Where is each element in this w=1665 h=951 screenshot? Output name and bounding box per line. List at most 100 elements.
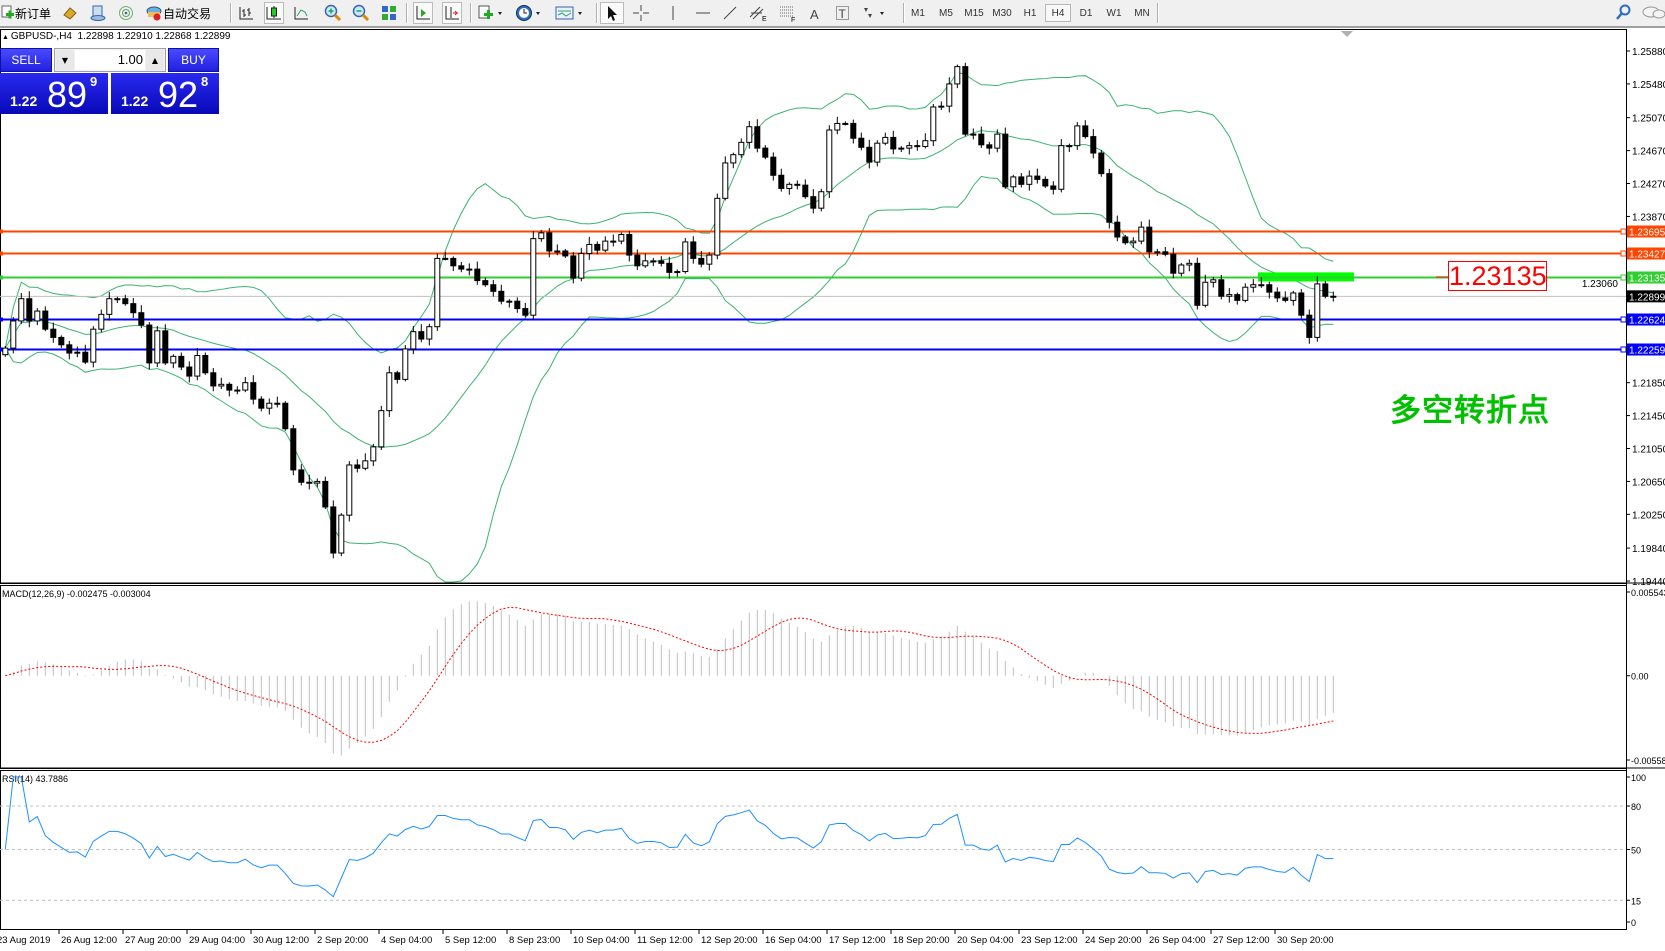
symbol-ohlc: GBPUSD-,H4 1.22898 1.22910 1.22868 1.228… — [10, 31, 231, 42]
bullish-candle-body — [378, 410, 385, 448]
cursor-button[interactable] — [600, 2, 624, 24]
bullish-candle-body — [1186, 262, 1193, 266]
lot-size-stepper[interactable]: ▼ 1.00 ▲ — [54, 48, 166, 72]
time-axis-label: 11 Sep 12:00 — [637, 935, 693, 946]
search-button[interactable] — [1615, 3, 1631, 23]
text-button[interactable]: A — [808, 3, 822, 23]
candle — [322, 476, 329, 509]
new-order-button[interactable]: 新订单 — [1, 3, 51, 23]
crosshair-button[interactable] — [632, 3, 650, 23]
bullish-candle-body — [906, 145, 913, 149]
svg-text:T: T — [839, 7, 847, 21]
channel-button[interactable]: E — [748, 3, 768, 23]
lot-size-input[interactable]: 1.00 — [75, 50, 145, 70]
tile-windows-button[interactable] — [381, 3, 397, 23]
periods-button[interactable] — [515, 3, 543, 23]
trendline-button[interactable] — [721, 3, 739, 23]
sell-price[interactable]: 1.22 89 9 — [0, 73, 108, 114]
timeframe-mn[interactable]: MN — [1134, 7, 1150, 19]
bearish-candle-body — [858, 137, 865, 148]
candle — [338, 513, 345, 557]
reversal-point-annotation[interactable]: 多空转折点 — [1390, 393, 1550, 429]
candle — [242, 376, 249, 393]
candle — [1098, 150, 1105, 177]
toolbar-separator — [230, 3, 232, 23]
bullish-candle-body — [98, 313, 105, 330]
fibonacci-button[interactable]: F — [778, 3, 798, 23]
line-handle — [1620, 346, 1627, 353]
candle — [410, 325, 417, 355]
vertical-line-button[interactable] — [668, 3, 678, 23]
candle — [442, 251, 449, 261]
autoscroll-button[interactable] — [413, 2, 433, 24]
candle — [1266, 281, 1273, 299]
candle — [466, 263, 473, 276]
decrease-lot-button[interactable]: ▼ — [56, 50, 74, 70]
candle — [594, 241, 601, 255]
channel-icon: E — [749, 6, 767, 22]
candle — [1162, 247, 1169, 257]
zoom-out-button[interactable] — [352, 3, 370, 23]
timeframe-m5[interactable]: M5 — [939, 7, 953, 19]
chart-shift-button[interactable] — [442, 2, 462, 24]
candle — [1050, 181, 1057, 195]
templates-button[interactable] — [555, 3, 585, 23]
bearish-candle-body — [1034, 175, 1041, 180]
candle — [1242, 283, 1249, 303]
auto-trading-button[interactable]: 自动交易 — [145, 3, 211, 23]
candle — [658, 256, 665, 267]
time-axis-label: 30 Sep 20:00 — [1277, 935, 1334, 946]
buy-button[interactable]: BUY — [168, 48, 219, 72]
new-chart-button[interactable] — [478, 3, 504, 23]
candle — [922, 133, 929, 149]
bullish-candle-body — [1202, 281, 1209, 306]
candle — [474, 261, 481, 285]
bearish-candle-body — [1018, 176, 1025, 185]
text-label-button[interactable]: T — [835, 3, 851, 23]
bearish-candle-body — [802, 184, 809, 198]
one-click-trading-panel: SELL ▼ 1.00 ▲ BUY 1.22 89 9 1.22 92 8 — [0, 48, 219, 114]
candle — [106, 292, 113, 321]
bullish-candle-body — [842, 122, 849, 125]
timeframe-m1[interactable]: M1 — [911, 7, 925, 19]
bullish-candle-body — [930, 106, 937, 142]
bullish-candle-body — [234, 389, 241, 392]
timeframe-w1[interactable]: W1 — [1106, 7, 1122, 19]
bullish-candle-body — [466, 268, 473, 271]
candle — [994, 129, 1001, 153]
bearish-candle-body — [986, 144, 993, 149]
bullish-candle-body — [730, 154, 737, 164]
candle — [882, 132, 889, 146]
navigator-button[interactable] — [90, 3, 106, 23]
candle — [1282, 291, 1289, 303]
sell-button[interactable]: SELL — [0, 48, 52, 72]
horizontal-line-button[interactable] — [694, 3, 712, 23]
timeframe-h1[interactable]: H1 — [1023, 7, 1037, 19]
candle — [874, 140, 881, 167]
timeframe-m30[interactable]: M30 — [992, 7, 1012, 19]
line-chart-button[interactable] — [293, 3, 309, 23]
bullish-candle-body — [274, 402, 281, 405]
price-axis-label: 1.21050 — [1632, 445, 1665, 456]
horizontal-line-icon — [696, 12, 710, 14]
signals-button[interactable] — [118, 3, 134, 23]
zoom-in-button[interactable] — [324, 3, 342, 23]
candle — [762, 145, 769, 160]
buy-price[interactable]: 1.22 92 8 — [111, 73, 219, 114]
increase-lot-button[interactable]: ▲ — [146, 50, 164, 70]
chat-button[interactable] — [1642, 3, 1665, 23]
timeframe-h4[interactable]: H4 — [1045, 4, 1071, 22]
timeframe-d1[interactable]: D1 — [1079, 7, 1093, 19]
candlestick-button[interactable] — [264, 2, 284, 24]
bearish-candle-body — [914, 145, 921, 148]
market-watch-icon — [63, 7, 77, 20]
candle — [146, 322, 153, 370]
time-axis-label: 12 Sep 20:00 — [701, 935, 758, 946]
timeframe-m15[interactable]: M15 — [964, 7, 984, 19]
arrows-button[interactable] — [860, 3, 888, 23]
bullish-candle-body — [746, 126, 753, 143]
market-watch-button[interactable] — [62, 3, 78, 23]
price-annotation-label[interactable]: 1.23135 — [1448, 261, 1547, 291]
bar-chart-button[interactable] — [238, 3, 254, 23]
